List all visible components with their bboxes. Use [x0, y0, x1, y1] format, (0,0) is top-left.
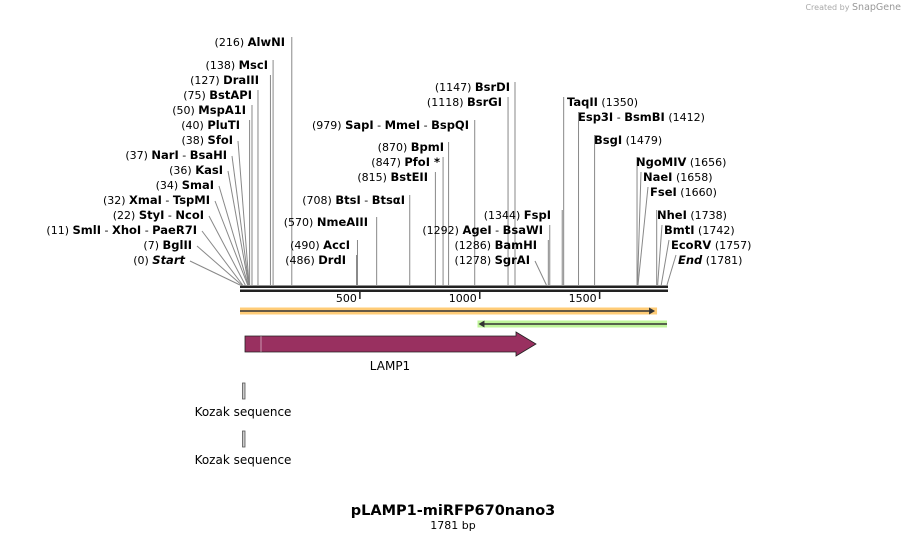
site-label-taqii[interactable]: TaqII (1350): [567, 95, 638, 109]
site-label-styi[interactable]: (22) StyI - NcoI: [113, 208, 204, 222]
site-line: [196, 245, 243, 286]
site-line: [237, 140, 250, 286]
site-line: [227, 170, 250, 286]
backbone-bottom-strand: [240, 289, 668, 292]
site-line: [666, 254, 677, 286]
plasmid-name: pLAMP1-miRFP670nano3: [351, 503, 556, 519]
site-label-bpmi[interactable]: (870) BpmI: [378, 140, 444, 154]
site-line: [201, 230, 244, 286]
site-label-bsrdi[interactable]: (1147) BsrDI: [435, 80, 510, 94]
arrowhead-left-icon: [478, 320, 485, 328]
site-line: [637, 171, 642, 286]
credit-prefix: Created by: [805, 3, 850, 12]
site-label-fsei[interactable]: FseI (1660): [650, 185, 717, 199]
ruler-tick-label: 1500: [569, 292, 597, 305]
feature-lamp1-label: LAMP1: [370, 359, 410, 373]
site-label-bsrgi[interactable]: (1118) BsrGI: [427, 95, 502, 109]
feature-kozak-mark[interactable]: [242, 382, 246, 400]
site-label-sfoi[interactable]: (38) SfoI: [181, 133, 233, 147]
site-label-ngomiv[interactable]: NgoMIV (1656): [636, 155, 726, 169]
site-lines: [189, 37, 677, 286]
credit-brand: SnapGene: [852, 2, 901, 13]
feature-lamp1-arrow[interactable]: [244, 331, 537, 357]
site-label-sapi[interactable]: (979) SapI - MmeI - BspQI: [312, 118, 469, 132]
site-label-end[interactable]: End (1781): [678, 253, 742, 267]
backbone-top-strand: [240, 285, 668, 288]
site-label-drdi[interactable]: (486) DrdI: [285, 253, 346, 267]
backbone: [240, 285, 668, 292]
ruler-tick-label: 500: [336, 292, 357, 305]
site-line: [637, 186, 649, 286]
site-line: [231, 155, 250, 286]
site-label-draiii[interactable]: (127) DraIII: [190, 73, 259, 87]
site-label-msci[interactable]: (138) MscI: [206, 58, 268, 72]
site-label-bglii[interactable]: (7) BglII: [143, 238, 192, 252]
site-line: [214, 200, 249, 286]
site-line: [189, 260, 241, 286]
site-label-bamhi[interactable]: (1286) BamHI: [455, 238, 538, 252]
ruler-tick-label: 1000: [449, 292, 477, 305]
site-line: [208, 215, 246, 286]
site-line: [660, 239, 670, 286]
feature-kozak-mark[interactable]: [242, 430, 246, 448]
site-label-btsi[interactable]: (708) BtsI - BtsαI: [302, 193, 405, 207]
site-label-mspa1i[interactable]: (50) MspA1I: [172, 103, 246, 117]
site-label-nari[interactable]: (37) NarI - BsaHI: [125, 148, 227, 162]
site-line: [534, 260, 547, 286]
feature-kozak-label: Kozak sequence: [195, 405, 292, 419]
features: LAMP1 Kozak sequence Kozak sequence: [195, 307, 667, 467]
site-label-naei[interactable]: NaeI (1658): [643, 170, 713, 184]
site-label-fspi[interactable]: (1344) FspI: [484, 208, 551, 222]
site-label-bmti[interactable]: BmtI (1742): [664, 223, 735, 237]
site-label-nmeaiii[interactable]: (570) NmeAIII: [284, 215, 368, 229]
site-label-nhei[interactable]: NheI (1738): [657, 208, 727, 222]
feature-kozak-label: Kozak sequence: [195, 453, 292, 467]
site-label-start[interactable]: (0) Start: [133, 253, 185, 267]
site-label-pfoi[interactable]: (847) PfoI *: [371, 155, 440, 169]
arrowhead-right-icon: [649, 307, 656, 315]
site-label-acci[interactable]: (490) AccI: [290, 238, 350, 252]
plasmid-length: 1781 bp: [430, 519, 475, 532]
site-line: [657, 224, 663, 286]
site-label-bsgi[interactable]: BsgI (1479): [594, 133, 662, 147]
snapgene-credit: Created by SnapGene: [805, 2, 901, 13]
site-label-xmai[interactable]: (32) XmaI - TspMI: [103, 193, 210, 207]
site-label-bsteii[interactable]: (815) BstEII: [357, 170, 428, 184]
ruler: 500 1000 1500: [336, 292, 601, 305]
site-label-esp3i[interactable]: Esp3I - BsmBI (1412): [578, 110, 705, 124]
site-label-sgrai[interactable]: (1278) SgrAI: [455, 253, 530, 267]
site-label-pluti[interactable]: (40) PluTI: [181, 118, 240, 132]
site-line: [218, 185, 249, 286]
site-label-smli[interactable]: (11) SmlI - XhoI - PaeR7I: [46, 223, 197, 237]
site-label-bstapi[interactable]: (75) BstAPI: [183, 88, 252, 102]
site-labels: (216) AlwNI (138) MscI(127) DraIII(75) Bs…: [46, 35, 751, 267]
site-label-ecorv[interactable]: EcoRV (1757): [671, 238, 751, 252]
site-label-agei[interactable]: (1292) AgeI - BsaWI: [422, 223, 543, 237]
site-label-kasi[interactable]: (36) KasI: [169, 163, 223, 177]
site-label-alwni[interactable]: (216) AlwNI: [215, 35, 285, 49]
site-label-smai[interactable]: (34) SmaI: [156, 178, 214, 192]
